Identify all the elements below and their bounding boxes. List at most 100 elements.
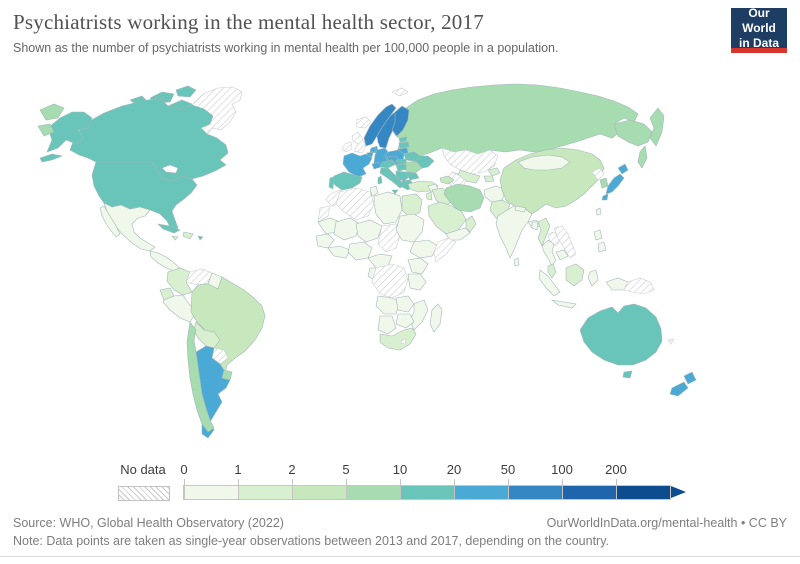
- country-libya[interactable]: [373, 191, 403, 225]
- country-namibia[interactable]: [377, 315, 397, 335]
- country-tunisia[interactable]: [369, 185, 379, 197]
- country-indonesia-sulawesi[interactable]: [587, 269, 599, 287]
- country-russia-chukotka[interactable]: [39, 103, 65, 121]
- country-india[interactable]: [495, 205, 533, 259]
- country-sudan[interactable]: [395, 213, 425, 243]
- country-tajikistan[interactable]: [483, 175, 495, 183]
- country-puerto-rico[interactable]: [197, 235, 204, 241]
- country-senegal-guinea[interactable]: [315, 233, 335, 249]
- country-latvia[interactable]: [398, 141, 410, 149]
- country-cameroon-car[interactable]: [367, 253, 393, 269]
- legend-segment-1-2[interactable]: [238, 486, 292, 499]
- country-mexico-baja[interactable]: [99, 205, 121, 238]
- country-mali[interactable]: [333, 217, 361, 241]
- country-italy-sicily[interactable]: [391, 189, 399, 195]
- country-taiwan[interactable]: [595, 207, 602, 216]
- country-algeria[interactable]: [335, 187, 375, 221]
- country-vietnam[interactable]: [553, 225, 577, 259]
- country-portugal[interactable]: [328, 176, 335, 190]
- country-jamaica[interactable]: [171, 235, 179, 241]
- country-madagascar[interactable]: [429, 303, 443, 333]
- country-tasmania[interactable]: [622, 370, 633, 379]
- country-central-america[interactable]: [149, 250, 181, 272]
- country-malaysia-borneo[interactable]: [565, 263, 585, 287]
- legend-segment-50-100[interactable]: [508, 486, 562, 499]
- country-mexico[interactable]: [103, 202, 156, 252]
- legend-segment-200+[interactable]: [616, 486, 670, 499]
- country-hispaniola[interactable]: [182, 231, 194, 240]
- country-bangladesh[interactable]: [531, 221, 539, 231]
- owid-link[interactable]: OurWorldInData.org/mental-health • CC BY: [546, 516, 787, 530]
- country-philippines-mindanao[interactable]: [597, 241, 607, 253]
- country-caucasus[interactable]: [439, 175, 455, 185]
- legend-segment-2-5[interactable]: [292, 486, 346, 499]
- country-saudi-arabia[interactable]: [427, 201, 467, 235]
- country-malaysia-peninsula[interactable]: [547, 263, 557, 279]
- legend-segment-10-20[interactable]: [400, 486, 454, 499]
- country-tanzania[interactable]: [407, 273, 427, 291]
- country-svalbard[interactable]: [391, 87, 409, 97]
- country-zimbabwe-botswana[interactable]: [395, 313, 415, 329]
- country-japan-kyushu[interactable]: [601, 193, 609, 201]
- country-mongolia[interactable]: [517, 154, 571, 171]
- country-finland[interactable]: [391, 105, 410, 137]
- country-kyrgyzstan[interactable]: [487, 167, 501, 177]
- no-data-swatch[interactable]: [118, 486, 170, 501]
- country-united-kingdom[interactable]: [351, 131, 367, 154]
- country-iran[interactable]: [443, 183, 485, 213]
- country-russia-kamchatka[interactable]: [649, 107, 665, 147]
- country-austria[interactable]: [380, 159, 397, 169]
- country-japan-honshu[interactable]: [605, 173, 625, 195]
- country-russia[interactable]: [391, 83, 639, 157]
- country-nigeria[interactable]: [347, 241, 373, 261]
- legend-segment-5-10[interactable]: [346, 486, 400, 499]
- country-south-africa[interactable]: [379, 327, 417, 351]
- country-zambia[interactable]: [395, 295, 415, 313]
- country-usa-alaska[interactable]: [46, 111, 93, 153]
- country-ghana-ivory-coast[interactable]: [327, 245, 351, 259]
- country-cuba[interactable]: [157, 223, 181, 234]
- country-russia-chukotka-2[interactable]: [37, 123, 55, 137]
- country-drc[interactable]: [371, 263, 409, 299]
- country-ireland[interactable]: [341, 141, 353, 153]
- country-estonia[interactable]: [399, 136, 408, 143]
- legend-segment-0-1[interactable]: [184, 486, 238, 499]
- country-kazakhstan[interactable]: [441, 147, 499, 175]
- country-cambodia[interactable]: [555, 249, 569, 261]
- country-uganda-kenya[interactable]: [407, 257, 429, 275]
- country-north-korea[interactable]: [591, 167, 605, 181]
- country-new-caledonia[interactable]: [667, 338, 675, 345]
- country-japan-hokkaido[interactable]: [617, 163, 629, 175]
- country-usa-aleutians[interactable]: [39, 153, 64, 163]
- country-netherlands[interactable]: [369, 146, 377, 153]
- legend-segment-100-200[interactable]: [562, 486, 616, 499]
- country-bulgaria[interactable]: [405, 171, 420, 181]
- country-oman[interactable]: [465, 215, 477, 233]
- country-western-sahara[interactable]: [317, 205, 331, 223]
- country-chile[interactable]: [186, 321, 215, 433]
- country-russia-fareast[interactable]: [613, 119, 653, 147]
- country-new-zealand-north[interactable]: [683, 371, 697, 385]
- country-iceland[interactable]: [355, 116, 372, 129]
- country-switzerland[interactable]: [371, 161, 382, 170]
- country-south-korea[interactable]: [599, 177, 609, 189]
- country-indonesia-sumatra[interactable]: [538, 269, 561, 297]
- country-mozambique[interactable]: [409, 299, 429, 331]
- country-philippines-luzon[interactable]: [593, 229, 603, 241]
- country-russia-sakhalin[interactable]: [637, 145, 648, 169]
- country-uruguay[interactable]: [221, 369, 233, 381]
- country-papua-new-guinea[interactable]: [623, 277, 655, 295]
- country-angola[interactable]: [375, 295, 401, 315]
- country-italy-sardinia[interactable]: [377, 175, 383, 185]
- country-romania[interactable]: [405, 161, 423, 174]
- country-somalia[interactable]: [433, 237, 457, 263]
- country-myanmar[interactable]: [537, 217, 551, 247]
- country-thailand[interactable]: [541, 239, 557, 267]
- country-indonesia-java[interactable]: [550, 299, 577, 309]
- country-norway[interactable]: [363, 103, 397, 147]
- country-sri-lanka[interactable]: [513, 257, 520, 267]
- country-lesotho[interactable]: [400, 338, 407, 345]
- country-chad[interactable]: [377, 223, 401, 253]
- country-peru[interactable]: [162, 294, 197, 323]
- country-australia[interactable]: [579, 303, 663, 366]
